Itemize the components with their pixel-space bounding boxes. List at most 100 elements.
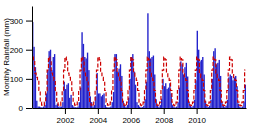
tick: 0 — [19, 104, 32, 113]
bar — [101, 96, 102, 108]
bar — [112, 102, 113, 108]
bar — [139, 107, 140, 108]
bar — [98, 93, 99, 108]
bar — [136, 102, 137, 108]
tick-mark — [197, 108, 198, 114]
bar — [114, 54, 115, 108]
bar — [199, 61, 200, 108]
bar — [134, 72, 135, 108]
bar — [107, 107, 108, 108]
bar — [64, 82, 65, 108]
bar — [102, 95, 103, 108]
bar — [69, 98, 70, 108]
bar — [158, 107, 159, 108]
bar — [212, 79, 213, 108]
tick-mark — [65, 108, 66, 114]
tick-mark — [26, 21, 32, 22]
bar — [113, 92, 114, 108]
bar — [76, 107, 77, 108]
tick-mark — [98, 108, 99, 114]
chart: 200220042006200820100100200300Monthly Ra… — [0, 0, 254, 124]
bar — [238, 104, 239, 108]
bar — [232, 80, 233, 108]
bar — [106, 107, 107, 108]
bar — [201, 60, 202, 108]
bar — [187, 77, 188, 108]
tick-label: 2006 — [122, 116, 140, 124]
bar — [183, 74, 184, 108]
bar — [230, 74, 231, 108]
tick-mark — [26, 50, 32, 51]
bar — [225, 106, 226, 108]
bar — [39, 107, 40, 108]
bar — [179, 88, 180, 108]
bars — [32, 13, 246, 108]
bar — [68, 83, 69, 108]
bar — [154, 74, 155, 108]
bar — [75, 107, 76, 108]
bar — [140, 107, 141, 108]
bar — [66, 85, 67, 108]
bar — [210, 100, 211, 108]
bar — [234, 77, 235, 108]
bar — [120, 64, 121, 108]
tick-mark — [26, 108, 32, 109]
bar — [239, 107, 240, 108]
bar — [169, 83, 170, 108]
bar — [194, 100, 195, 108]
bar — [42, 107, 43, 108]
tick: 2006 — [122, 108, 140, 124]
bar — [193, 106, 194, 108]
bar — [55, 105, 56, 108]
bar — [61, 107, 62, 108]
bar — [191, 107, 192, 108]
bar — [144, 99, 145, 108]
tick-label: 0 — [19, 104, 24, 113]
bar — [37, 107, 38, 108]
bar — [164, 86, 165, 108]
bar — [202, 57, 203, 108]
bar — [138, 105, 139, 108]
bar — [173, 107, 174, 108]
bar — [166, 89, 167, 108]
bar — [33, 47, 34, 108]
bar — [242, 107, 243, 108]
tick-label: 200 — [10, 46, 24, 55]
tick: 2008 — [155, 108, 173, 124]
bar — [153, 56, 154, 108]
bar — [195, 80, 196, 108]
plot-area — [32, 13, 246, 108]
y-axis: 0 100 200 300 — [10, 7, 33, 114]
bar — [241, 107, 242, 108]
bar — [59, 107, 60, 108]
bar — [142, 107, 143, 108]
bar — [58, 107, 59, 108]
bar — [109, 107, 110, 108]
tick-mark — [164, 108, 165, 114]
bar — [77, 107, 78, 108]
bar — [40, 107, 41, 108]
bar — [127, 105, 128, 108]
bar — [231, 76, 232, 108]
tick-mark — [26, 79, 32, 80]
tick: 200 — [10, 46, 32, 55]
tick-label: 2008 — [155, 116, 173, 124]
bar — [214, 48, 215, 108]
tick-label: 2010 — [188, 116, 206, 124]
bar — [79, 102, 80, 108]
y-axis-label: Monthly Rainfall (mm) — [2, 18, 11, 96]
bar — [51, 70, 52, 108]
tick-mark — [131, 108, 132, 114]
bar — [80, 88, 81, 108]
bar — [99, 93, 100, 108]
bar — [73, 107, 74, 108]
bar — [103, 93, 104, 108]
bar — [168, 88, 169, 108]
tick: 300 — [10, 17, 32, 26]
bar — [62, 102, 63, 108]
bar — [165, 83, 166, 108]
bar — [176, 107, 177, 108]
bar — [86, 58, 87, 108]
tick: 100 — [10, 75, 32, 84]
x-axis: 20022004200620082010 — [33, 108, 247, 124]
